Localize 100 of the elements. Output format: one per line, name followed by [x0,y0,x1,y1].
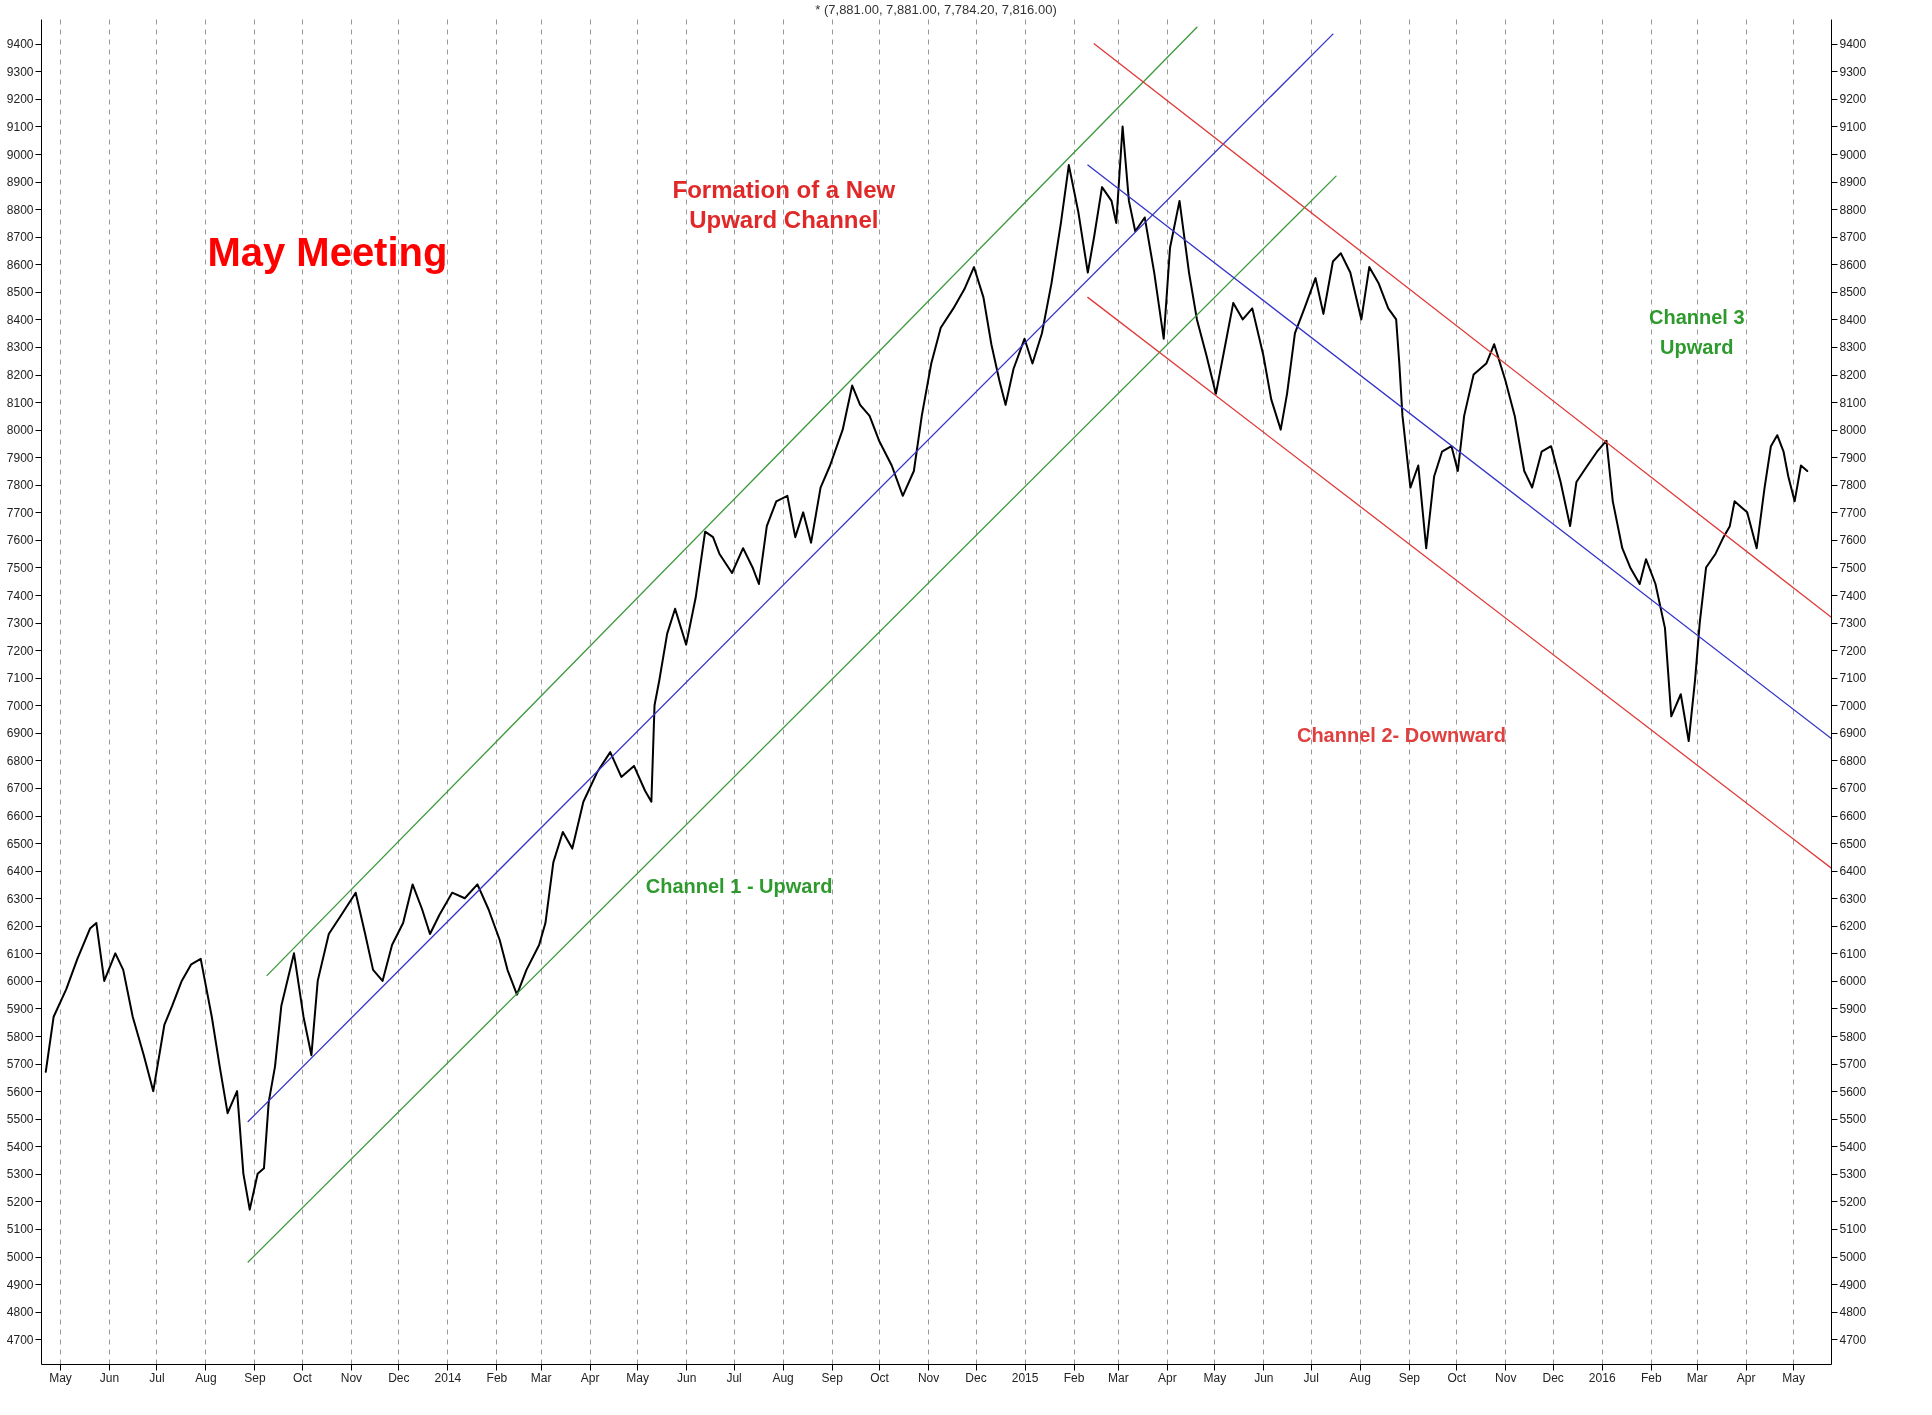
y-tick-label: 5700 [6,1057,34,1072]
y2-tick-label: 8700 [1839,230,1867,245]
x-tick-label: Jun [676,1370,697,1385]
y-tick-label: 5500 [6,1112,34,1127]
y2-tick-label: 7700 [1839,505,1867,520]
y-tick-label: 6500 [6,836,34,851]
y-tick-label: 6100 [6,946,34,961]
y-tick-label: 7900 [6,450,34,465]
chart-title: * (7,881.00, 7,881.00, 7,784.20, 7,816.00) [815,2,1057,17]
y-tick-label: 8800 [6,202,34,217]
y-tick-label: 5100 [6,1222,34,1237]
x-tick-label: Oct [1447,1370,1467,1385]
y-tick-label: 6800 [6,753,34,768]
y-tick-label: 6900 [6,726,34,741]
y-tick-label: 8700 [6,230,34,245]
y2-tick-label: 7200 [1839,643,1867,658]
x-tick-label: Feb [1063,1370,1085,1385]
y-tick-label: 7400 [6,588,34,603]
y-tick-label: 5800 [6,1029,34,1044]
y2-tick-label: 7800 [1839,478,1867,493]
y2-tick-label: 7400 [1839,588,1867,603]
x-tick-label: Sep [821,1370,844,1385]
y2-tick-label: 7600 [1839,533,1867,548]
x-tick-label: Jul [149,1370,165,1385]
y2-tick-label: 9000 [1839,147,1867,162]
y-tick-label: 8900 [6,175,34,190]
y-tick-label: 5600 [6,1084,34,1099]
y-tick-label: 8300 [6,340,34,355]
x-tick-label: Mar [1686,1370,1708,1385]
x-tick-label: Nov [340,1370,363,1385]
y-tick-label: 6400 [6,864,34,879]
y2-tick-label: 6100 [1839,946,1867,961]
x-tick-label: May [49,1370,72,1385]
y2-tick-label: 8900 [1839,175,1867,190]
y2-tick-label: 5400 [1839,1139,1867,1154]
y2-tick-label: 5900 [1839,1001,1867,1016]
y2-tick-label: 7900 [1839,450,1867,465]
y2-tick-label: 5300 [1839,1167,1867,1182]
y2-tick-label: 6400 [1839,864,1867,879]
y-tick-label: 8200 [6,368,34,383]
y-tick-label: 8000 [6,423,34,438]
x-tick-label: May [1782,1370,1805,1385]
y2-tick-label: 6000 [1839,974,1867,989]
y2-tick-label: 5800 [1839,1029,1867,1044]
y-tick-label: 5300 [6,1167,34,1182]
y2-tick-label: 6700 [1839,781,1867,796]
y2-tick-label: 7100 [1839,671,1867,686]
x-tick-label: Sep [244,1370,266,1385]
y-tick-label: 8100 [6,395,34,410]
y-tick-label: 7200 [6,643,34,658]
y2-tick-label: 9300 [1839,64,1867,79]
y-tick-label: 9300 [6,64,34,79]
y-tick-label: 5900 [6,1001,34,1016]
y-tick-label: 5400 [6,1139,34,1154]
x-tick-label: Apr [580,1370,600,1385]
y-tick-label: 8500 [6,285,34,300]
x-tick-label: 2014 [434,1370,462,1385]
x-tick-label: 2016 [1588,1370,1616,1385]
x-tick-label: Jun [1254,1370,1274,1385]
x-tick-label: Feb [486,1370,508,1385]
x-tick-label: Aug [195,1370,217,1385]
y2-tick-label: 9100 [1839,119,1867,134]
y-tick-label: 9400 [6,37,34,52]
x-tick-label: Apr [1158,1370,1177,1385]
y-tick-label: 5200 [6,1194,34,1209]
y-tick-label: 9000 [6,147,34,162]
y-tick-label: 8600 [6,257,34,272]
annotation: Formation of a New Upward Channel [672,176,896,234]
annotation: Channel 1 - Upward [645,874,833,897]
y-tick-label: 6200 [6,919,34,934]
y-tick-label: 5000 [6,1250,34,1265]
x-tick-label: Feb [1640,1370,1662,1385]
x-tick-label: Mar [530,1370,552,1385]
y2-tick-label: 5000 [1839,1250,1867,1265]
y2-tick-label: 6600 [1839,809,1867,824]
x-tick-label: May [626,1370,649,1385]
y2-tick-label: 4700 [1839,1332,1867,1347]
x-tick-label: Dec [1542,1370,1564,1385]
x-tick-label: Oct [870,1370,890,1385]
y2-tick-label: 5600 [1839,1084,1867,1099]
y2-tick-label: 6200 [1839,919,1867,934]
x-tick-label: Dec [965,1370,987,1385]
y-tick-label: 6600 [6,809,34,824]
x-tick-label: Mar [1108,1370,1129,1385]
y2-tick-label: 5500 [1839,1112,1867,1127]
y2-tick-label: 6500 [1839,836,1867,851]
y2-tick-label: 7300 [1839,616,1867,631]
y2-tick-label: 9400 [1839,37,1867,52]
line-series [44,125,1809,1211]
y-tick-label: 7700 [6,505,34,520]
y2-tick-label: 6800 [1839,753,1867,768]
y2-tick-label: 8800 [1839,202,1867,217]
annotation: Channel 2- Downward [1296,723,1506,746]
y2-tick-label: 8200 [1839,368,1867,383]
x-tick-label: Jul [726,1370,742,1385]
annotation: May Meeting [207,230,448,275]
y2-tick-label: 4900 [1839,1277,1867,1292]
y-tick-label: 4700 [6,1332,34,1347]
y-tick-label: 6700 [6,781,34,796]
x-tick-label: 2015 [1011,1370,1039,1385]
